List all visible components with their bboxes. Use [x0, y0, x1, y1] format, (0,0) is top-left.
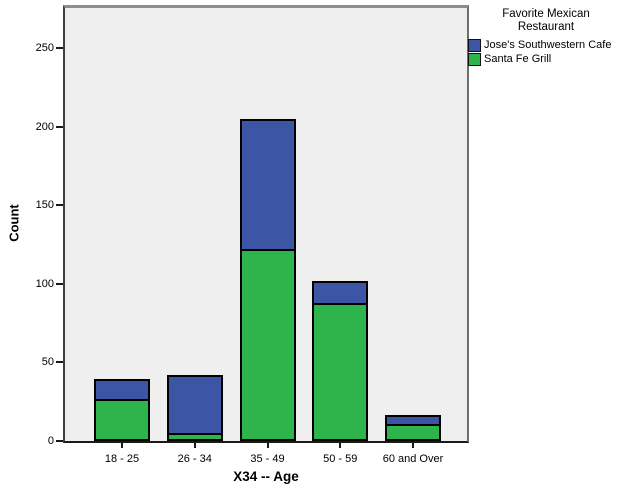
legend-title: Favorite Mexican Restaurant [468, 8, 624, 34]
x-tick-mark-50-59 [339, 443, 342, 448]
y-tick-mark-200 [56, 125, 63, 128]
x-tick-mark-18-25 [121, 443, 123, 448]
x-tick-label-50-59: 50 - 59 [323, 453, 358, 465]
legend-item-santa-fe-grill: Santa Fe Grill [468, 53, 624, 66]
bar-segment-jose-s-southwestern-cafe [239, 119, 296, 249]
legend-title-line1: Favorite Mexican [502, 8, 590, 20]
x-tick-label-18-25: 18 - 25 [104, 453, 140, 465]
bar-segment-santa-fe-grill [166, 433, 223, 441]
legend-item-joses-southwestern-cafe: Jose's Southwestern Cafe [468, 39, 624, 52]
y-tick-label-250: 250 [35, 42, 54, 54]
legend-swatch-green [468, 53, 481, 66]
y-tick-label-150: 150 [35, 199, 54, 212]
y-tick-label-50: 50 [41, 356, 54, 369]
bar-segment-santa-fe-grill [312, 303, 369, 441]
bar-35-49 [239, 119, 296, 441]
bar-26-34 [166, 375, 223, 441]
bar-segment-jose-s-southwestern-cafe [385, 415, 441, 424]
y-tick-mark-250 [56, 47, 63, 49]
y-tick-mark-50 [56, 361, 63, 364]
x-tick-label-26-34: 26 - 34 [177, 453, 212, 465]
bar-segment-jose-s-southwestern-cafe [94, 379, 150, 399]
x-tick-mark-26-34 [193, 443, 196, 448]
legend-item-label: Santa Fe Grill [484, 53, 552, 65]
legend: Favorite Mexican Restaurant Jose's South… [468, 8, 624, 67]
x-tick-label-35-49: 35 - 49 [250, 453, 285, 465]
legend-title-line2: Restaurant [517, 21, 575, 33]
bar-segment-santa-fe-grill [94, 399, 150, 441]
y-tick-mark-100 [56, 282, 63, 285]
y-tick-mark-150 [56, 204, 63, 207]
y-tick-mark-0 [56, 440, 63, 442]
plot-area [63, 5, 469, 443]
y-tick-label-0: 0 [47, 435, 54, 447]
bar-50-59 [312, 281, 369, 441]
bar-segment-jose-s-southwestern-cafe [166, 375, 223, 433]
x-tick-mark-60-and-over [412, 443, 414, 448]
x-tick-mark-35-49 [266, 443, 269, 448]
bar-18-25 [94, 379, 150, 441]
bar-segment-jose-s-southwestern-cafe [312, 281, 369, 303]
legend-swatch-blue [468, 39, 481, 52]
y-tick-label-200: 200 [35, 120, 54, 133]
x-tick-label-60-and-over: 60 and Over [382, 453, 444, 465]
bar-segment-santa-fe-grill [385, 424, 441, 441]
y-tick-label-100: 100 [35, 277, 54, 290]
bar-60-and-over [385, 415, 441, 441]
bar-segment-santa-fe-grill [239, 249, 296, 441]
legend-item-label: Jose's Southwestern Cafe [484, 39, 612, 51]
x-axis-title: X34 -- Age [233, 469, 299, 484]
